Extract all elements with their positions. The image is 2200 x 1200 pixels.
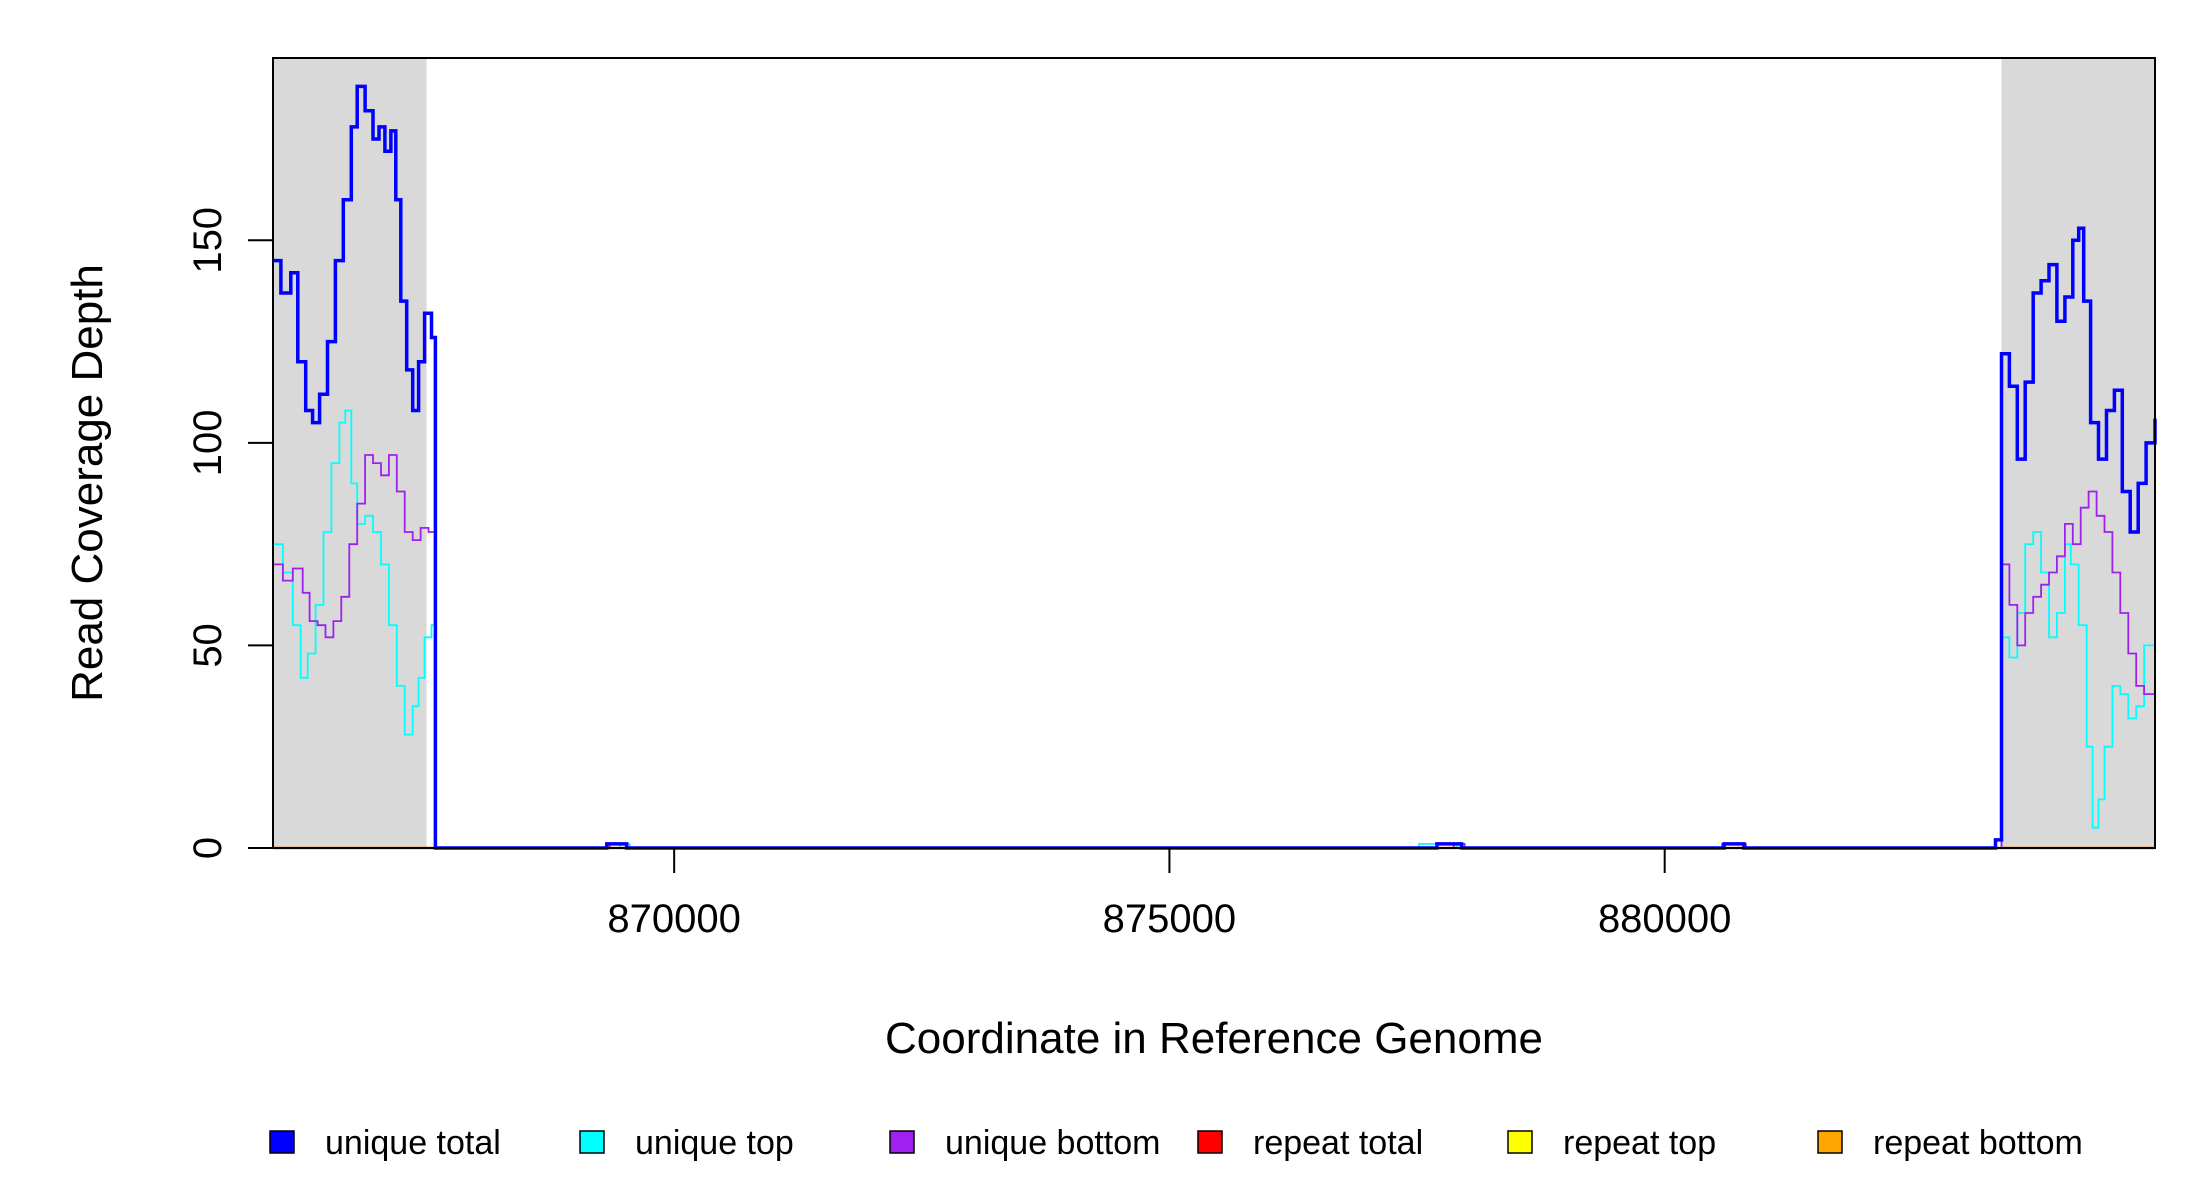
x-tick-label: 870000 xyxy=(607,897,740,941)
y-tick-label: 0 xyxy=(186,837,230,859)
legend-swatch-repeat-top xyxy=(1507,1130,1533,1154)
legend-swatch-unique-total xyxy=(269,1130,295,1154)
legend-swatch-repeat-bottom xyxy=(1817,1130,1843,1154)
legend-item-repeat-top: repeat top xyxy=(1507,1124,1716,1162)
series-line-unique-bottom xyxy=(273,454,2156,849)
legend-item-unique-total: unique total xyxy=(269,1124,501,1162)
series-line-unique-total xyxy=(273,84,2157,850)
legend-item-repeat-total: repeat total xyxy=(1197,1124,1423,1162)
y-axis-label: Read Coverage Depth xyxy=(63,264,112,702)
series-line-unique-top xyxy=(273,409,2156,849)
legend-label-unique-top: unique top xyxy=(635,1124,794,1162)
legend-item-unique-top: unique top xyxy=(579,1124,794,1162)
x-tick-label: 875000 xyxy=(1103,897,1236,941)
y-tick-label: 100 xyxy=(186,409,230,476)
legend-label-repeat-top: repeat top xyxy=(1563,1124,1716,1162)
x-axis-label: Coordinate in Reference Genome xyxy=(885,1014,1543,1063)
legend-item-repeat-bottom: repeat bottom xyxy=(1817,1124,2083,1162)
legend-swatch-repeat-total xyxy=(1197,1130,1223,1154)
legend-item-unique-bottom: unique bottom xyxy=(889,1124,1161,1162)
legend-label-unique-bottom: unique bottom xyxy=(945,1124,1161,1162)
legend-label-repeat-bottom: repeat bottom xyxy=(1873,1124,2083,1162)
y-tick-label: 150 xyxy=(186,207,230,274)
shaded-region-1 xyxy=(2001,58,2155,848)
y-tick-label: 50 xyxy=(186,623,230,668)
plot-frame xyxy=(272,57,2156,849)
legend-label-unique-total: unique total xyxy=(325,1124,501,1162)
legend-swatch-unique-bottom xyxy=(889,1130,915,1154)
x-tick-label: 880000 xyxy=(1598,897,1731,941)
legend-label-repeat-total: repeat total xyxy=(1253,1124,1423,1162)
legend-swatch-unique-top xyxy=(579,1130,605,1154)
